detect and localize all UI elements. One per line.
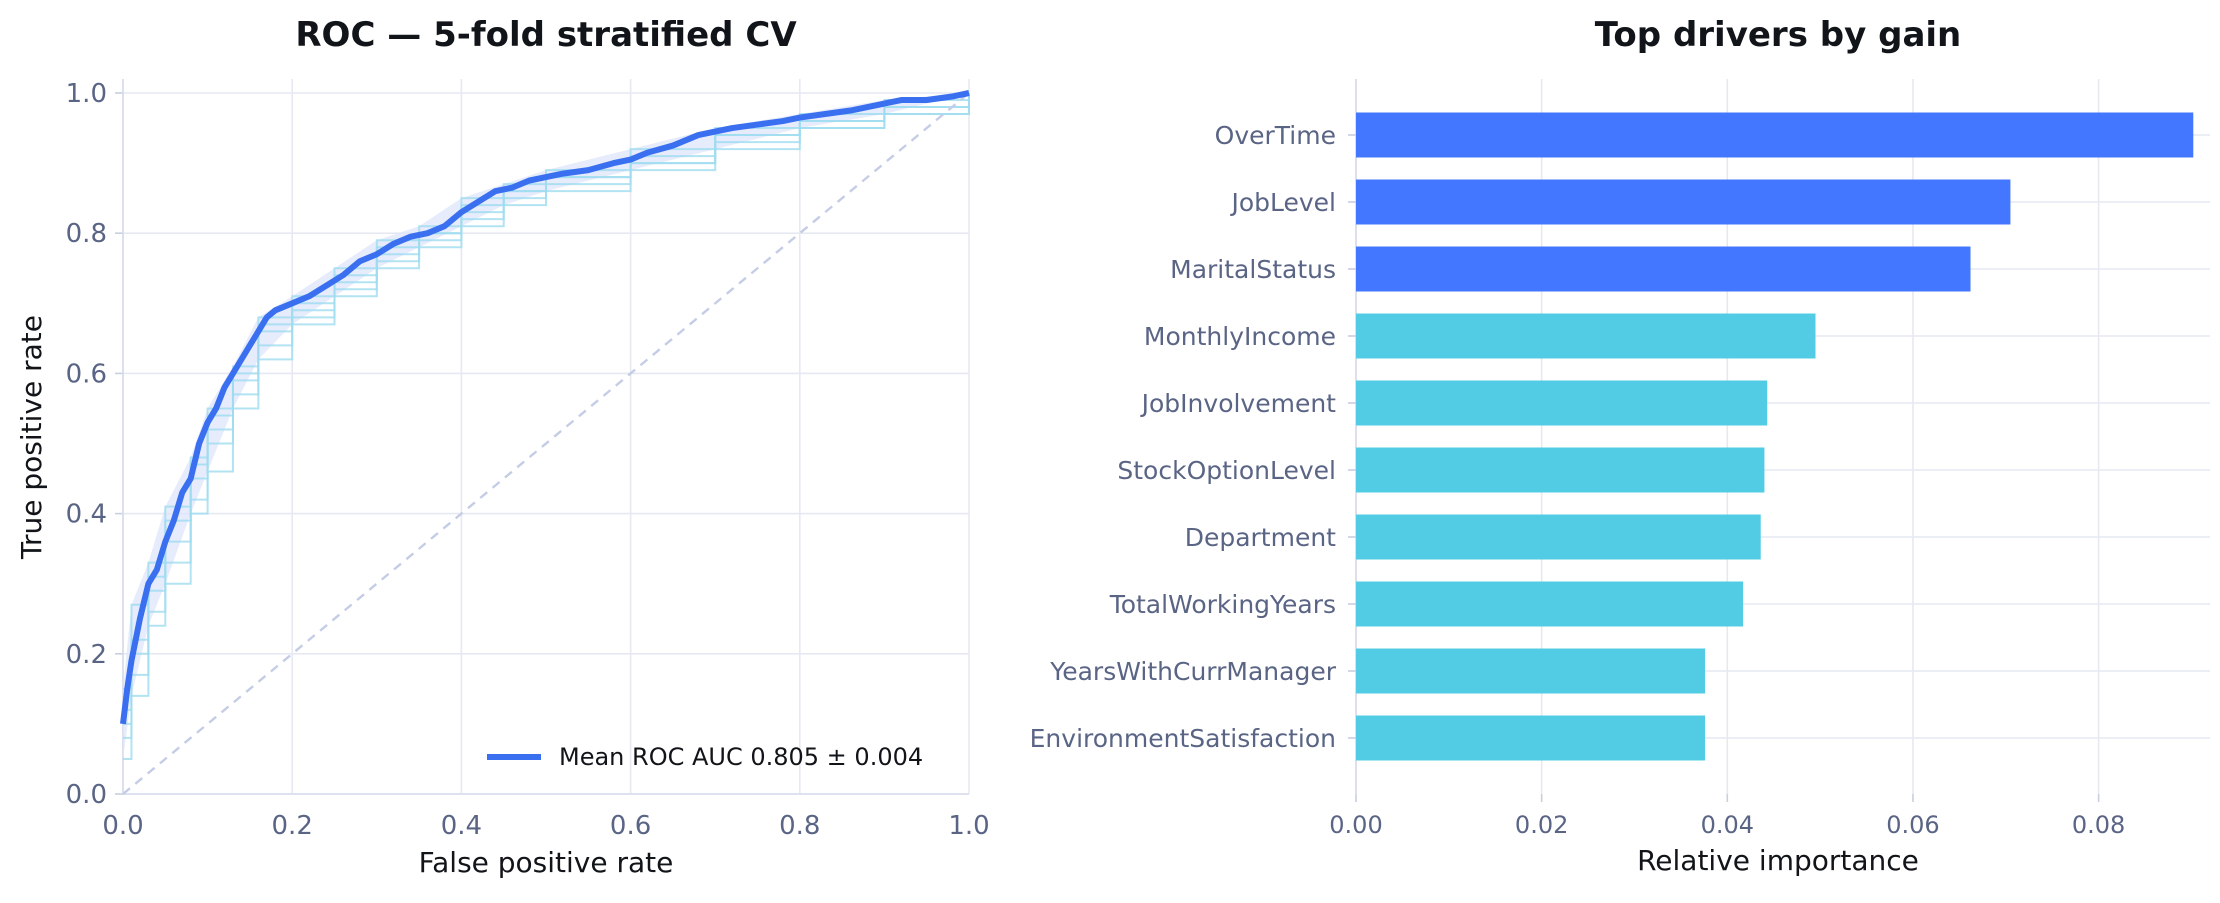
roc-y-tick-label: 1.0 [66,79,107,109]
roc-tick-labels: 0.0 0.2 0.4 0.6 0.8 1.0 0.0 0.2 0.4 0.6 0.8 1.0 [66,79,990,841]
importance-category-label: Department [1185,523,1336,552]
importance-category-label: StockOptionLevel [1117,456,1336,485]
importance-x-tick-label: 0.00 [1329,811,1382,839]
roc-mean-line [120,90,970,725]
importance-category-label: EnvironmentSatisfaction [1030,724,1336,753]
importance-bar-YearsWithCurrManager [1356,648,1706,694]
importance-category-label: YearsWithCurrManager [1049,657,1336,686]
importance-bar-TotalWorkingYears [1356,581,1744,627]
roc-x-tick-label: 0.0 [102,811,143,841]
importance-bar-EnvironmentSatisfaction [1356,715,1706,761]
importance-category-label: OverTime [1215,121,1336,150]
roc-title: ROC — 5-fold stratified CV [295,15,797,55]
importance-bar-Department [1356,514,1761,560]
importance-x-tick-label: 0.08 [2072,811,2125,839]
importance-bar-MaritalStatus [1356,246,1971,292]
importance-category-label: MonthlyIncome [1144,322,1336,351]
importance-category-label: JobInvolvement [1140,389,1337,418]
roc-chance-diagonal [122,92,970,795]
roc-chance-line [122,92,970,795]
roc-legend: Mean ROC AUC 0.805 ± 0.004 [487,743,923,771]
importance-bar-MonthlyIncome [1356,313,1816,359]
roc-x-tick-label: 0.8 [779,811,820,841]
roc-y-axis-label: True positive rate [15,315,48,560]
roc-x-tick-label: 0.2 [272,811,313,841]
roc-chart: ROC — 5-fold stratified CV 0.0 0.2 0.4 0.6 0… [15,15,990,879]
importance-title: Top drivers by gain [1595,15,1962,55]
roc-y-tick-label: 0.0 [66,780,107,810]
roc-y-tick-label: 0.6 [66,359,107,389]
roc-x-axis-label: False positive rate [419,846,674,879]
importance-bars [1356,112,2194,761]
roc-y-tick-label: 0.2 [66,640,107,670]
roc-y-tick-label: 0.8 [66,219,107,249]
importance-category-label: JobLevel [1229,188,1336,217]
importance-category-label: TotalWorkingYears [1109,590,1336,619]
importance-chart: Top drivers by gain OverTime JobLevel Mari… [1030,15,2210,877]
roc-x-tick-label: 0.4 [441,811,482,841]
importance-tick-labels: 0.00 0.02 0.04 0.06 0.08 [1329,811,2125,839]
importance-bar-JobInvolvement [1356,380,1768,426]
importance-category-labels: OverTime JobLevel MaritalStatus MonthlyInco… [1030,121,1337,753]
importance-x-tick-label: 0.04 [1701,811,1754,839]
roc-mean-curve [120,90,970,725]
importance-x-tick-label: 0.02 [1515,811,1568,839]
importance-bar-StockOptionLevel [1356,447,1765,493]
importance-bar-JobLevel [1356,179,2011,225]
roc-x-tick-label: 1.0 [948,811,989,841]
importance-category-label: MaritalStatus [1170,255,1336,284]
importance-bar-OverTime [1356,112,2194,158]
roc-y-tick-label: 0.4 [66,500,107,530]
importance-x-axis-label: Relative importance [1637,844,1919,877]
roc-legend-label: Mean ROC AUC 0.805 ± 0.004 [559,743,923,771]
importance-x-tick-label: 0.06 [1886,811,1939,839]
roc-x-tick-label: 0.6 [610,811,651,841]
roc-fold-lines [123,93,970,760]
roc-fold-line-5 [123,93,970,690]
